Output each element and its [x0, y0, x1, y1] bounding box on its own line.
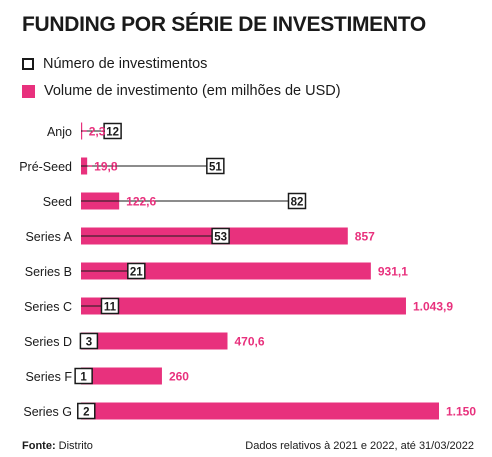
legend-label-count: Número de investimentos	[43, 56, 208, 72]
volume-label-series-a: 857	[355, 230, 375, 244]
volume-label-series-f: 260	[169, 370, 189, 384]
count-marker-series-d	[79, 332, 99, 350]
count-label-series-a: 53	[214, 232, 227, 244]
count-marker-series-b	[127, 262, 146, 280]
category-label-series-g: Series G	[23, 405, 72, 419]
category-label-series-d: Series D	[24, 335, 72, 349]
count-label-series-d: 3	[86, 337, 92, 349]
category-label-anjo: Anjo	[47, 125, 72, 139]
count-label-series-b: 21	[130, 267, 143, 279]
count-label-series-c: 11	[104, 302, 117, 314]
volume-bar-series-f	[81, 367, 162, 385]
count-label-anjo: 12	[106, 127, 119, 139]
category-label-pr-seed: Pré-Seed	[19, 160, 72, 174]
volume-label-series-d: 470,6	[234, 335, 264, 349]
count-marker-anjo	[103, 122, 122, 140]
source-label: Fonte:	[22, 440, 56, 452]
category-label-series-b: Series B	[25, 265, 72, 279]
legend-label-volume: Volume de investimento (em milhões de US…	[44, 83, 341, 99]
volume-bar-series-g	[81, 402, 439, 420]
count-label-series-g: 2	[83, 407, 89, 419]
volume-label-pr-seed: 19,8	[94, 160, 118, 174]
count-marker-series-f	[74, 367, 93, 385]
volume-label-series-c: 1.043,9	[413, 300, 453, 314]
count-marker-pr-seed	[206, 157, 225, 175]
volume-label-seed: 122,6	[126, 195, 156, 209]
volume-label-anjo: 2,3	[89, 125, 106, 139]
volume-label-series-b: 931,1	[378, 265, 408, 279]
count-marker-series-g	[77, 402, 96, 420]
count-label-series-f: 1	[80, 372, 87, 384]
volume-bar-series-d	[81, 332, 228, 350]
volume-bar-series-b	[81, 262, 371, 280]
legend-item-volume: Volume de investimento (em milhões de US…	[22, 83, 341, 99]
chart-title: FUNDING POR SÉRIE DE INVESTIMENTO	[22, 13, 426, 36]
source-value: Distrito	[58, 440, 93, 452]
count-label-seed: 82	[291, 197, 304, 209]
data-period-note: Dados relativos à 2021 e 2022, até 31/03…	[245, 440, 474, 452]
category-label-series-f: Series F	[25, 370, 72, 384]
source-note: Fonte: Distrito	[22, 440, 93, 452]
count-marker-series-c	[100, 297, 120, 315]
volume-label-series-g: 1.150	[446, 405, 476, 419]
legend-item-count: Número de investimentos	[22, 56, 207, 72]
legend-swatch-volume	[22, 84, 35, 98]
category-label-seed: Seed	[43, 195, 72, 209]
count-marker-series-a	[211, 227, 230, 245]
category-label-series-c: Series C	[24, 300, 72, 314]
volume-bar-series-c	[81, 297, 406, 315]
count-marker-seed	[287, 192, 307, 210]
category-label-series-a: Series A	[25, 230, 72, 244]
count-label-pr-seed: 51	[209, 162, 222, 174]
legend-swatch-count	[22, 58, 34, 70]
